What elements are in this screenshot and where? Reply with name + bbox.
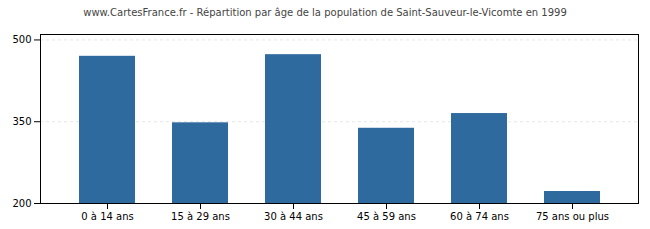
svg-text:45 à 59 ans: 45 à 59 ans bbox=[357, 211, 416, 222]
svg-text:75 ans ou plus: 75 ans ou plus bbox=[536, 211, 609, 222]
svg-text:350: 350 bbox=[12, 116, 31, 127]
svg-text:15 à 29 ans: 15 à 29 ans bbox=[171, 211, 230, 222]
svg-text:60 à 74 ans: 60 à 74 ans bbox=[450, 211, 509, 222]
html-text:www.CartesFrance.fr - Répartit: www.CartesFrance.fr - Répartition par âg… bbox=[83, 7, 567, 18]
svg-text:30 à 44 ans: 30 à 44 ans bbox=[264, 211, 323, 222]
svg-text:500: 500 bbox=[12, 34, 31, 45]
svg-text:200: 200 bbox=[12, 198, 31, 209]
svg-text:0 à 14 ans: 0 à 14 ans bbox=[81, 211, 133, 222]
